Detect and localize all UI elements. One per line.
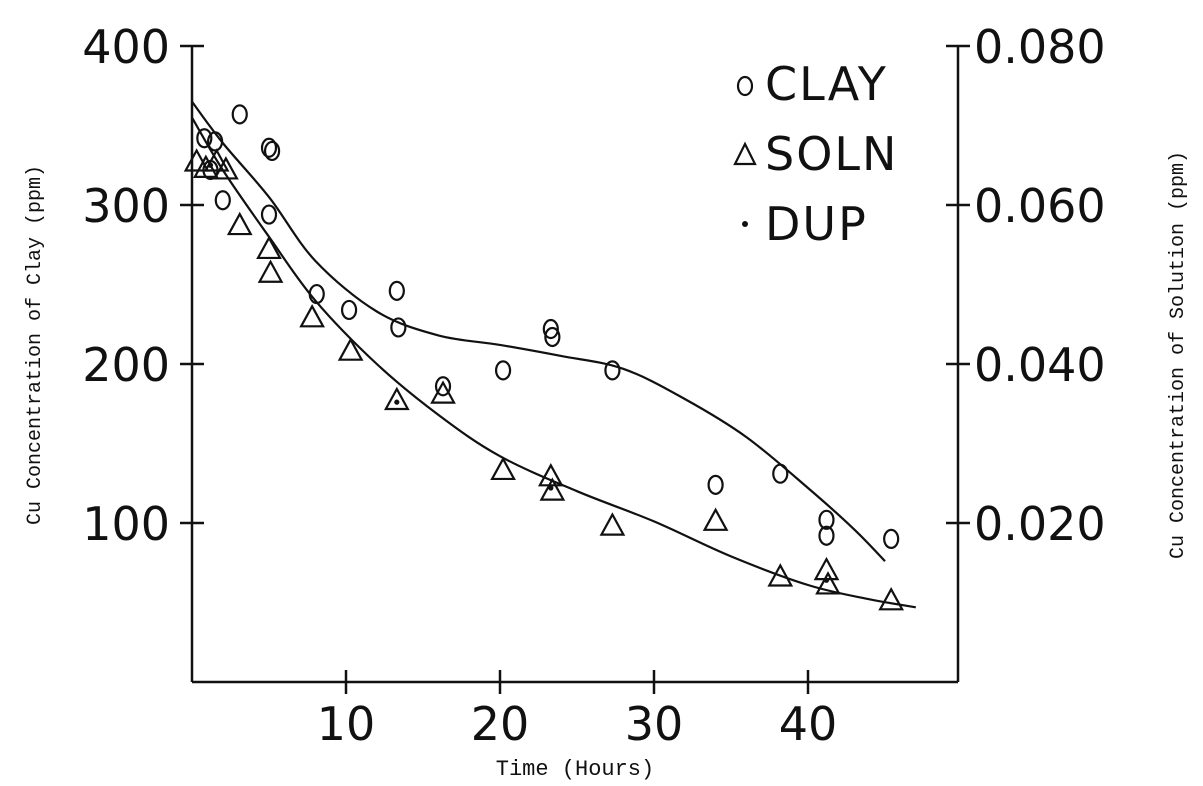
clay-point (260, 137, 278, 158)
soln-point (337, 337, 364, 361)
y-axis-label-left: Cu Concentration of Clay (ppm) (24, 165, 47, 525)
soln-point (599, 512, 626, 536)
soln-point (702, 507, 729, 531)
soln-point (183, 148, 210, 172)
clay-point (544, 326, 561, 348)
clay-point (260, 204, 278, 225)
soln-point (815, 571, 841, 595)
soln-point (203, 148, 230, 172)
soln-point (213, 156, 239, 180)
clay-point (390, 317, 407, 338)
clay-point (604, 360, 621, 381)
clay-point (388, 280, 405, 301)
legend-label: DUP (765, 197, 868, 251)
clay-point (231, 104, 248, 125)
clay-point (263, 140, 281, 162)
clay-point (214, 190, 231, 211)
dup-point (823, 577, 830, 583)
clay-point (207, 131, 224, 152)
x-tick-label: 10 (317, 697, 376, 751)
fit-curve-clay (191, 100, 886, 562)
legend: CLAY SOLN DUP (733, 57, 898, 251)
clay-point (308, 283, 325, 305)
x-tick-label: 20 (471, 697, 530, 751)
x-tick-label: 30 (625, 697, 684, 751)
soln-point (299, 304, 325, 328)
y-right-tick-label: 0.060 (974, 179, 1106, 233)
y-right-tick-label: 0.080 (974, 20, 1106, 74)
soln-point (878, 587, 905, 611)
y-left-tick-label: 200 (82, 338, 170, 392)
soln-point (539, 477, 566, 501)
legend-circle-icon (736, 75, 754, 97)
clay-point (340, 299, 358, 321)
soln-point (257, 259, 284, 283)
dup-point (207, 162, 214, 168)
legend-triangle-icon (733, 141, 757, 166)
y-left-tick-label: 300 (82, 179, 170, 233)
clay-point (196, 128, 213, 149)
axes: 100 200 300 400 0.020 0.040 0.060 0.080 10 20 30 40 (82, 20, 1106, 751)
dup-point (394, 399, 400, 405)
clay-point (818, 525, 835, 546)
soln-point (256, 235, 282, 260)
y-left-tick-label: 100 (82, 497, 170, 551)
clay-point (434, 376, 452, 397)
x-tick-label: 40 (779, 697, 838, 751)
clay-point (542, 318, 559, 340)
fit-curve-soln (191, 117, 916, 609)
legend-label: SOLN (765, 127, 898, 181)
legend-label: CLAY (765, 57, 888, 111)
soln-point (430, 380, 456, 404)
soln-point (490, 456, 516, 481)
y-left-tick-label: 400 (82, 20, 170, 74)
clay-point (883, 528, 900, 550)
y-right-tick-label: 0.020 (974, 497, 1106, 551)
soln-point (767, 563, 794, 587)
y-axis-label-right: Cu Concentration of Solution (ppm) (1167, 151, 1190, 559)
legend-dot-icon (742, 221, 748, 227)
data-marks (183, 104, 905, 611)
x-axis-label: Time (Hours) (496, 757, 654, 782)
soln-point (537, 463, 564, 487)
soln-point (383, 386, 410, 411)
clay-point (494, 360, 512, 381)
clay-point (707, 474, 724, 495)
clay-point (818, 509, 835, 530)
soln-point (226, 211, 253, 236)
dup-point (548, 485, 554, 491)
clay-point (772, 463, 789, 484)
y-right-tick-label: 0.040 (974, 338, 1106, 392)
